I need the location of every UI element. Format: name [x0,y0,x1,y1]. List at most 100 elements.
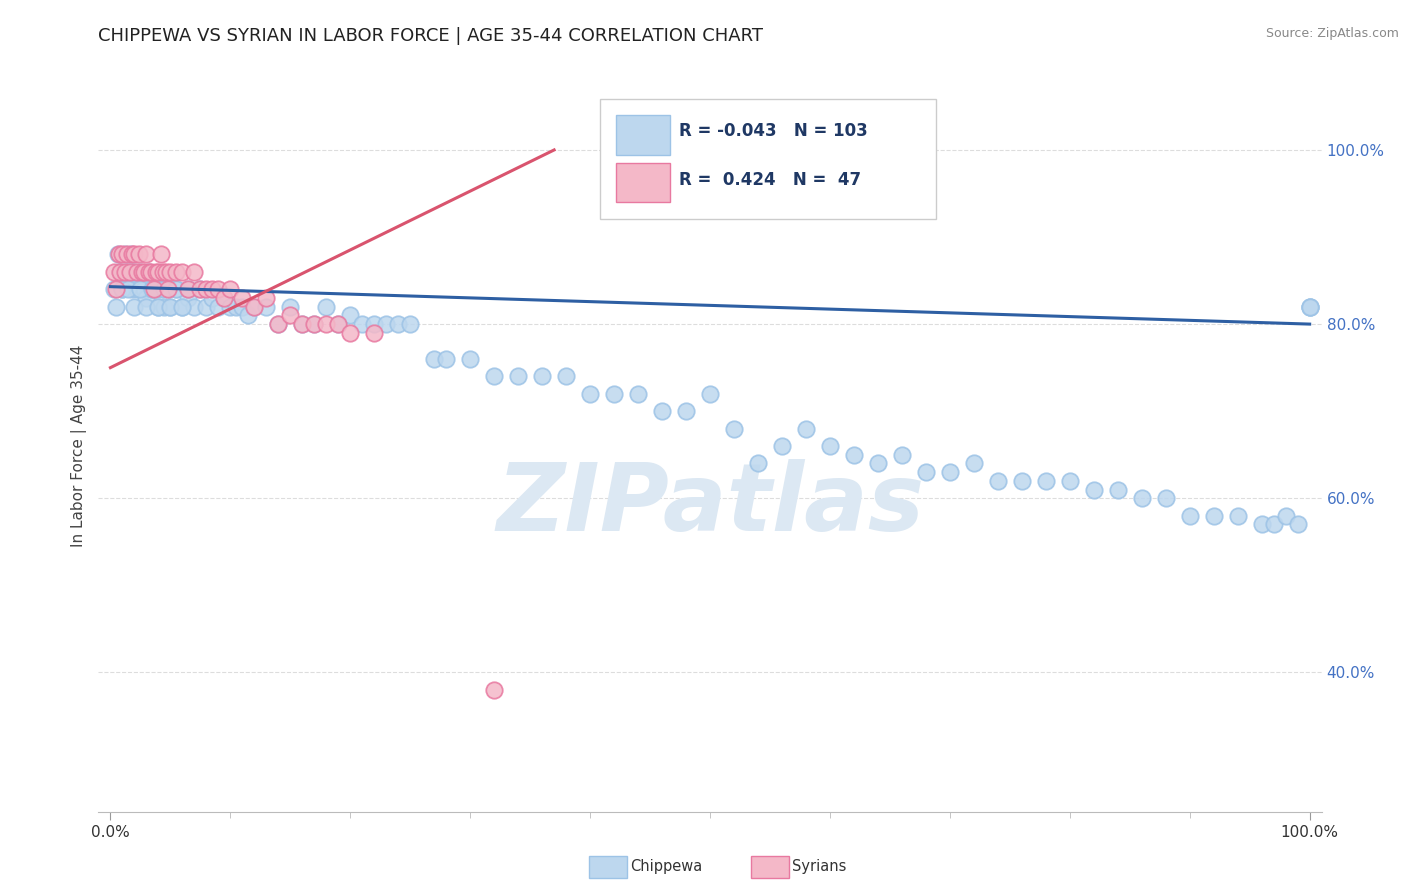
Point [111,282,134,296]
Point [387,317,409,331]
Point [138,265,160,279]
Point [172,265,194,279]
Point [117,265,139,279]
Text: R = -0.043   N = 103: R = -0.043 N = 103 [679,122,868,140]
Text: Chippewa: Chippewa [630,859,702,873]
Point [108,265,131,279]
Point [149,282,172,296]
Point [121,247,143,261]
Point [267,317,290,331]
Point [135,247,157,261]
Point [675,404,697,418]
Point [105,300,128,314]
Point [987,474,1010,488]
Point [423,351,446,366]
Point [128,247,150,261]
Point [458,351,481,366]
Point [243,300,266,314]
Point [225,300,247,314]
Point [1250,517,1272,532]
Point [352,317,374,331]
Point [339,326,361,340]
Point [159,265,181,279]
Point [1298,300,1320,314]
Point [165,282,187,296]
Point [254,300,277,314]
Point [107,247,129,261]
Point [111,282,134,296]
Point [315,300,337,314]
Point [304,317,326,331]
Point [132,265,155,279]
Point [818,439,841,453]
Point [155,265,177,279]
Point [201,282,224,296]
Point [177,282,200,296]
Point [117,282,139,296]
Point [603,386,626,401]
Point [304,317,326,331]
Point [153,300,176,314]
Point [141,282,163,296]
Point [156,282,179,296]
Point [120,247,142,261]
Point [363,317,385,331]
Point [1154,491,1177,506]
Point [915,465,938,479]
Point [579,386,602,401]
Point [124,265,146,279]
Point [141,265,163,279]
Point [375,317,398,331]
Point [291,317,314,331]
Point [115,247,138,261]
Point [231,300,253,314]
Y-axis label: In Labor Force | Age 35-44: In Labor Force | Age 35-44 [72,345,87,547]
Point [1263,517,1285,532]
Point [339,309,361,323]
Point [254,291,277,305]
Point [207,282,229,296]
Point [1298,300,1320,314]
Point [315,317,337,331]
FancyBboxPatch shape [616,163,669,202]
Point [172,300,194,314]
Point [363,326,385,340]
Point [165,265,187,279]
Point [531,369,554,384]
Point [243,300,266,314]
Point [121,282,143,296]
Point [770,439,793,453]
Point [291,317,314,331]
Point [1011,474,1033,488]
Point [1130,491,1153,506]
Point [1226,508,1249,523]
Point [103,282,125,296]
Point [1298,300,1320,314]
Point [153,282,176,296]
Point [482,369,505,384]
Point [108,247,131,261]
Point [108,265,131,279]
Point [124,247,146,261]
Point [1178,508,1201,523]
Point [231,291,253,305]
Point [1202,508,1225,523]
Point [508,369,530,384]
Point [866,457,889,471]
Point [963,457,986,471]
Point [129,282,152,296]
Point [105,282,128,296]
Point [1286,517,1309,532]
Point [207,300,229,314]
Point [195,282,218,296]
Point [131,265,153,279]
Point [723,421,745,435]
Point [177,282,200,296]
Point [145,265,167,279]
Point [142,282,165,296]
Point [939,465,962,479]
Point [1059,474,1081,488]
Point [141,282,163,296]
Point [219,300,242,314]
Point [278,300,301,314]
